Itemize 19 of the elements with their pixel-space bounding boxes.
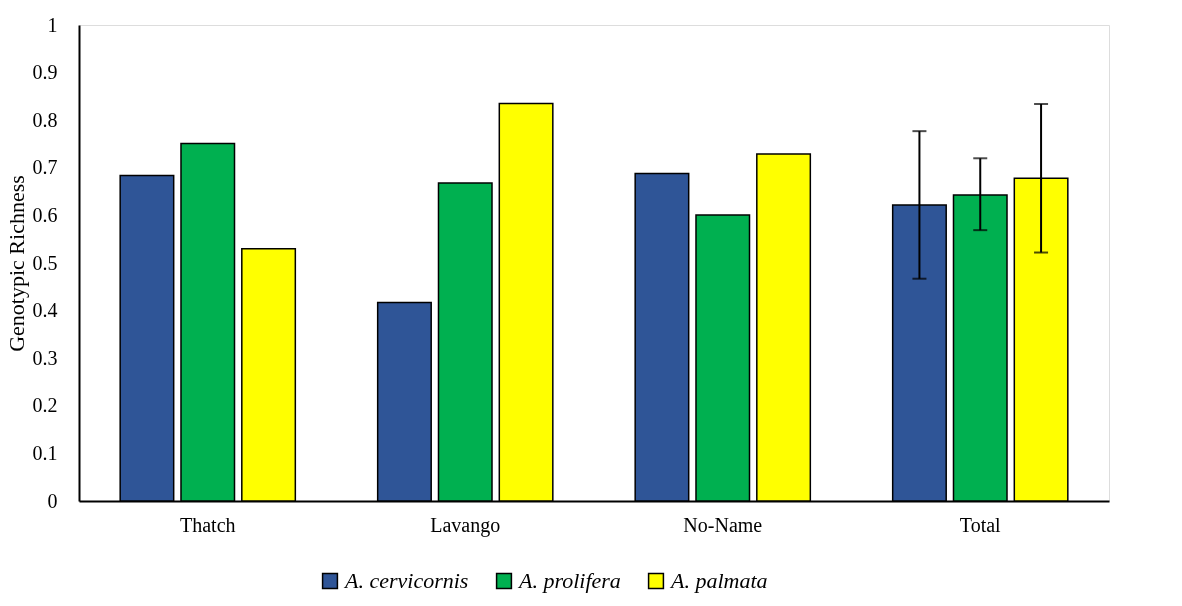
x-tick-label: Total [959, 513, 1002, 536]
y-tick-label: 0.2 [32, 394, 58, 417]
y-tick-label: 0.3 [32, 346, 58, 369]
y-tick-label: 1 [47, 13, 58, 36]
y-tick-label: 0.1 [32, 441, 58, 464]
y-axis-title: Genotypic Richness [3, 175, 29, 352]
y-tick-label: 0.7 [32, 156, 58, 179]
x-tick-label: No-Name [683, 513, 763, 536]
y-tick-label: 0.6 [32, 203, 58, 226]
legend-label: A. prolifera [517, 568, 621, 593]
x-tick-label: Lavango [430, 513, 501, 537]
legend-label: A. cervicornis [343, 568, 469, 593]
y-tick-label: 0.4 [32, 299, 58, 322]
x-tick-label: Thatch [179, 513, 236, 536]
y-tick-label: 0.5 [32, 251, 58, 274]
y-tick-label: 0.9 [32, 61, 58, 84]
y-tick-label: 0.8 [32, 108, 58, 131]
y-tick-label: 0 [47, 489, 58, 512]
legend-label: A. palmata [669, 568, 768, 593]
